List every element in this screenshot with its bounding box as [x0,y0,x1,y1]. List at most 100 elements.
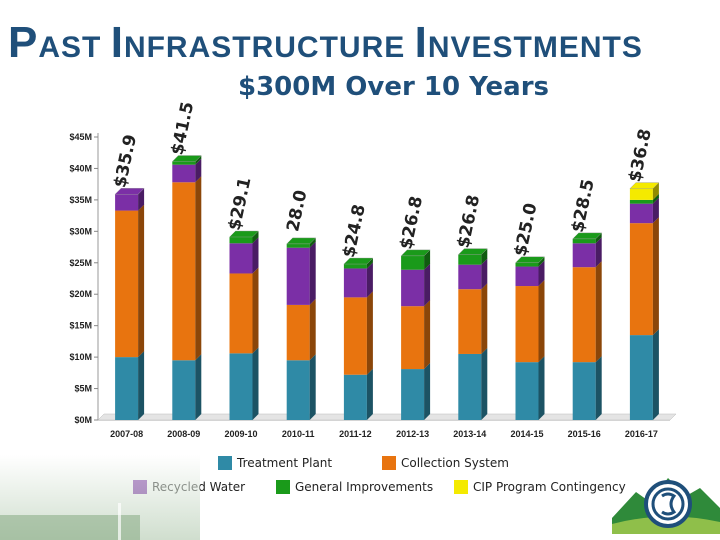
bar-segment-recycled-water [286,247,310,305]
legend-label: Treatment Plant [237,456,333,470]
y-tick-label: $10M [69,352,92,362]
y-tick-label: $15M [69,321,92,331]
bar-segment-collection-system [515,286,539,363]
x-tick-label: 2011-12 [339,429,372,439]
bar-segment-general-improvements [629,199,653,204]
bar-top-face [515,256,545,263]
bar-segment-side [595,237,602,268]
bar-top-face [229,230,259,238]
bar-segment-recycled-water [343,268,367,298]
bar-segment-treatment-plant [458,353,482,420]
bar-top-face [400,249,431,257]
bar-segment-treatment-plant [229,353,253,420]
y-tick-label: $45M [69,132,92,142]
bar-segment-recycled-water [458,264,482,290]
bar-segment-general-improvements [515,262,539,267]
legend-swatch [382,456,396,470]
legend-swatch [218,456,232,470]
bar-segment-side [252,347,259,420]
legend-item: General Improvements [276,479,433,495]
legend-item: Treatment Plant [218,455,332,471]
title-word-3: INVESTMENTS [415,18,643,67]
bar-segment-side [424,363,431,420]
bar-segment-side [652,329,659,420]
y-tick-label: $25M [69,258,92,268]
bar-segment-collection-system [229,273,253,354]
bar-segment-general-improvements [229,236,253,244]
title-word-1-initial: P [8,18,39,67]
y-tick-label: $5M [74,384,92,394]
bar-segment-treatment-plant [401,369,425,420]
legend-item: Collection System [382,455,509,471]
title-word-2: INFRASTRUCTURE [111,18,406,67]
bar-segment-side [195,158,202,183]
title-word-2-initial: I [110,18,124,67]
title-word-2-rest: NFRASTRUCTURE [123,31,406,64]
bar-segment-treatment-plant [172,360,196,420]
bar-segment-side [595,232,602,244]
total-label: $29.1 [225,176,256,233]
bar-segment-side [309,354,316,420]
bar-segment-collection-system [401,306,425,370]
bar-top-face [286,237,317,245]
bar-segment-collection-system [286,304,310,361]
bar-top-face [572,232,603,240]
bar-segment-treatment-plant [115,357,139,420]
bar-segment-collection-system [629,223,653,336]
bar-segment-side [366,262,373,298]
bar-segment-general-improvements [401,255,425,270]
landscape-decoration [0,455,200,540]
total-label: $25.0 [511,201,542,258]
bar-segment-side [252,267,259,354]
bar-segment-side [424,300,431,370]
bar-segment-collection-system [115,210,139,358]
bar-segment-side [309,241,316,305]
x-tick-label: 2007-08 [110,429,143,439]
bar-segment-side [481,258,488,290]
bar-segment-side [538,280,545,363]
bar-segment-side [424,249,431,270]
bar-segment-side [252,230,259,244]
bar-segment-side [652,182,659,200]
total-label: $35.9 [110,133,141,190]
x-tick-label: 2009-10 [224,429,257,439]
bar-segment-general-improvements [172,161,196,165]
bar-segment-general-improvements [343,264,367,269]
bar-segment-side [652,197,659,224]
bar-segment-collection-system [458,289,482,354]
bar-segment-side [366,258,373,269]
bar-segment-treatment-plant [515,362,539,420]
total-label: $24.8 [339,203,370,260]
y-tick-label: $30M [69,226,92,236]
bar-segment-general-improvements [458,254,482,265]
bar-segment-collection-system [172,182,196,361]
bar-segment-collection-system [343,297,367,375]
title-word-1: PAST [8,18,101,67]
legend-label: CIP Program Contingency [473,480,626,494]
bar-segment-side [366,368,373,420]
total-label: $36.8 [625,127,656,184]
title-word-3-rest: NVESTMENTS [427,31,643,64]
bar-top-face [629,182,660,189]
bar-segment-side [309,298,316,361]
bar-segment-general-improvements [572,238,596,244]
x-tick-label: 2014-15 [510,429,543,439]
bar-segment-treatment-plant [286,360,310,420]
bar-segment-recycled-water [229,243,253,274]
x-tick-label: 2012-13 [396,429,429,439]
bar-segment-side [366,291,373,375]
bar-segment-side [195,176,202,361]
bar-segment-treatment-plant [572,362,596,420]
bar-segment-recycled-water [629,203,653,224]
bar-segment-side [538,256,545,267]
legend-label: General Improvements [295,480,434,494]
legend-swatch [276,480,290,494]
y-tick-label: $20M [69,289,92,299]
bar-segment-cip-program-contingency [629,188,653,200]
title-word-3-initial: I [414,18,428,67]
page-title: PAST INFRASTRUCTURE INVESTMENTS [8,18,643,68]
bar-segment-side [138,204,145,358]
x-tick-label: 2013-14 [453,429,486,439]
bar-segment-recycled-water [115,194,139,211]
